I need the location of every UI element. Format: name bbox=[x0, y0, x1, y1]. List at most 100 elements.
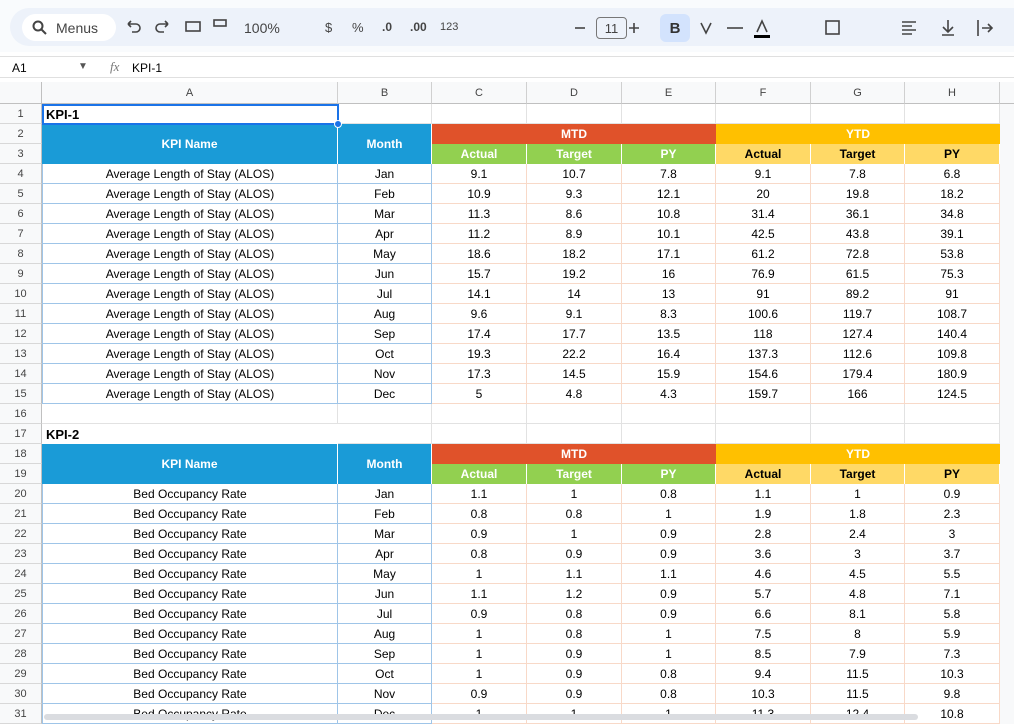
row-header[interactable]: 19 bbox=[0, 464, 42, 484]
value-cell: 75.3 bbox=[905, 264, 1000, 284]
column-header[interactable]: H bbox=[905, 82, 1000, 104]
row-header[interactable]: 10 bbox=[0, 284, 42, 304]
name-box-dropdown[interactable]: ▼ bbox=[78, 61, 88, 72]
redo[interactable] bbox=[155, 20, 169, 33]
cell bbox=[432, 404, 527, 424]
value-cell: 0.9 bbox=[432, 684, 527, 704]
zoom[interactable]: 100% bbox=[244, 20, 280, 36]
cell bbox=[811, 424, 905, 444]
row-header[interactable]: 30 bbox=[0, 684, 42, 704]
valign[interactable] bbox=[942, 20, 954, 36]
column-header[interactable]: E bbox=[622, 82, 716, 104]
row-header[interactable]: 18 bbox=[0, 444, 42, 464]
row-header[interactable]: 21 bbox=[0, 504, 42, 524]
cell-filler bbox=[1000, 604, 1014, 624]
cell-filler bbox=[1000, 644, 1014, 664]
currency[interactable]: $ bbox=[325, 20, 333, 35]
cell-filler bbox=[1000, 124, 1014, 144]
column-header[interactable]: D bbox=[527, 82, 622, 104]
percent[interactable]: % bbox=[352, 20, 364, 35]
cell-filler bbox=[1000, 484, 1014, 504]
paint-format[interactable] bbox=[213, 19, 227, 27]
value-cell: 15.9 bbox=[622, 364, 716, 384]
row-header[interactable]: 12 bbox=[0, 324, 42, 344]
row-header[interactable]: 14 bbox=[0, 364, 42, 384]
increase-decimals[interactable]: .00 bbox=[410, 20, 427, 34]
selection-handle[interactable] bbox=[334, 120, 342, 128]
subheader: Actual bbox=[432, 464, 527, 484]
row-header[interactable]: 22 bbox=[0, 524, 42, 544]
search-icon bbox=[32, 20, 47, 35]
row-header[interactable]: 9 bbox=[0, 264, 42, 284]
print[interactable] bbox=[185, 21, 201, 32]
value-cell: 13.5 bbox=[622, 324, 716, 344]
bold[interactable]: B bbox=[670, 20, 681, 37]
value-cell: 39.1 bbox=[905, 224, 1000, 244]
menus-search[interactable]: Menus bbox=[22, 14, 116, 41]
value-cell: 91 bbox=[905, 284, 1000, 304]
value-cell: 12.1 bbox=[622, 184, 716, 204]
subheader: Target bbox=[527, 464, 622, 484]
cell bbox=[527, 424, 622, 444]
row-header[interactable]: 8 bbox=[0, 244, 42, 264]
row-header[interactable]: 15 bbox=[0, 384, 42, 404]
kpi-name-cell: Average Length of Stay (ALOS) bbox=[42, 344, 338, 364]
cell-filler bbox=[1000, 224, 1014, 244]
row-header[interactable]: 26 bbox=[0, 604, 42, 624]
row-header[interactable]: 29 bbox=[0, 664, 42, 684]
row-header[interactable]: 3 bbox=[0, 144, 42, 164]
cell bbox=[905, 104, 1000, 124]
name-box[interactable]: A1 bbox=[12, 61, 27, 75]
column-header[interactable]: G bbox=[811, 82, 905, 104]
number-format[interactable]: 123 bbox=[440, 21, 459, 33]
borders[interactable] bbox=[825, 20, 840, 35]
row-header[interactable]: 11 bbox=[0, 304, 42, 324]
wrap[interactable] bbox=[977, 20, 994, 36]
cell-filler bbox=[1000, 284, 1014, 304]
selection[interactable] bbox=[42, 104, 339, 125]
row-header[interactable]: 17 bbox=[0, 424, 42, 444]
increase-font[interactable] bbox=[629, 23, 639, 33]
cell bbox=[716, 104, 811, 124]
value-cell: 61.2 bbox=[716, 244, 811, 264]
month-cell: Sep bbox=[338, 644, 432, 664]
value-cell: 8 bbox=[811, 624, 905, 644]
align[interactable] bbox=[902, 21, 916, 35]
value-cell: 3.6 bbox=[716, 544, 811, 564]
column-header[interactable]: C bbox=[432, 82, 527, 104]
text-color[interactable] bbox=[756, 19, 768, 33]
row-header[interactable]: 2 bbox=[0, 124, 42, 144]
row-header[interactable]: 5 bbox=[0, 184, 42, 204]
decrease-decimals[interactable]: .0 bbox=[382, 20, 393, 34]
scrollbar[interactable] bbox=[44, 714, 918, 720]
row-header[interactable]: 20 bbox=[0, 484, 42, 504]
row-header[interactable]: 27 bbox=[0, 624, 42, 644]
cell-filler bbox=[1000, 684, 1014, 704]
row-header[interactable]: 1 bbox=[0, 104, 42, 124]
row-header[interactable]: 28 bbox=[0, 644, 42, 664]
value-cell: 18.2 bbox=[905, 184, 1000, 204]
value-cell: 9.4 bbox=[716, 664, 811, 684]
value-cell: 6.6 bbox=[716, 604, 811, 624]
row-header[interactable]: 13 bbox=[0, 344, 42, 364]
italic[interactable] bbox=[700, 22, 712, 35]
undo[interactable] bbox=[127, 20, 141, 33]
row-header[interactable]: 7 bbox=[0, 224, 42, 244]
row-header[interactable]: 31 bbox=[0, 704, 42, 724]
row-header[interactable]: 23 bbox=[0, 544, 42, 564]
font-size[interactable]: 11 bbox=[596, 17, 627, 39]
row-header[interactable]: 6 bbox=[0, 204, 42, 224]
row-header[interactable]: 25 bbox=[0, 584, 42, 604]
value-cell: 0.8 bbox=[622, 664, 716, 684]
column-header[interactable]: A bbox=[42, 82, 338, 104]
row-header[interactable]: 4 bbox=[0, 164, 42, 184]
column-header[interactable]: B bbox=[338, 82, 432, 104]
month-cell: Aug bbox=[338, 624, 432, 644]
column-header[interactable]: F bbox=[716, 82, 811, 104]
row-header[interactable]: 24 bbox=[0, 564, 42, 584]
value-cell: 7.5 bbox=[716, 624, 811, 644]
value-cell: 22.2 bbox=[527, 344, 622, 364]
month-cell: Oct bbox=[338, 664, 432, 684]
row-header[interactable]: 16 bbox=[0, 404, 42, 424]
